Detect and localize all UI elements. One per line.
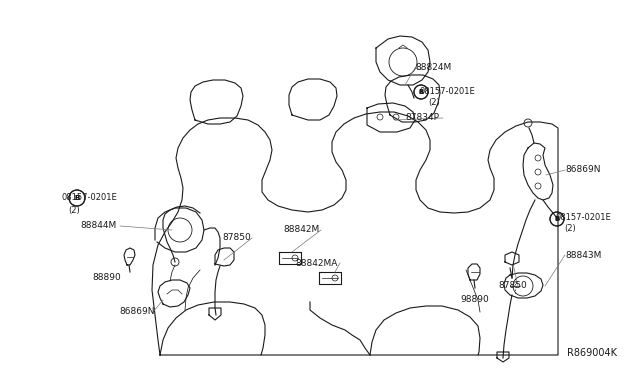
Text: 88844M: 88844M xyxy=(80,221,116,231)
Text: 88824M: 88824M xyxy=(415,64,451,73)
Text: B: B xyxy=(419,90,424,94)
Text: (2): (2) xyxy=(428,99,440,108)
Text: 88842M: 88842M xyxy=(283,225,319,234)
Text: B: B xyxy=(419,89,424,95)
Text: 87850: 87850 xyxy=(222,234,251,243)
Text: (2): (2) xyxy=(68,205,80,215)
Text: 08157-0201E: 08157-0201E xyxy=(420,87,476,96)
Text: (2): (2) xyxy=(564,224,576,234)
Text: 08157-0201E: 08157-0201E xyxy=(62,193,118,202)
Text: 88843M: 88843M xyxy=(565,250,602,260)
Text: 87850: 87850 xyxy=(498,282,527,291)
Text: 88842MA: 88842MA xyxy=(295,259,337,267)
Text: B: B xyxy=(554,216,559,222)
Text: 88890: 88890 xyxy=(92,273,121,282)
Text: 86869N: 86869N xyxy=(120,308,155,317)
Text: 87834P: 87834P xyxy=(405,113,439,122)
Text: 98890: 98890 xyxy=(460,295,489,304)
Text: 08157-0201E: 08157-0201E xyxy=(556,214,612,222)
Text: 86869N: 86869N xyxy=(565,166,600,174)
Text: B: B xyxy=(74,195,79,201)
Text: B: B xyxy=(555,217,559,221)
Text: B: B xyxy=(74,195,79,201)
Text: R869004K: R869004K xyxy=(567,348,617,358)
